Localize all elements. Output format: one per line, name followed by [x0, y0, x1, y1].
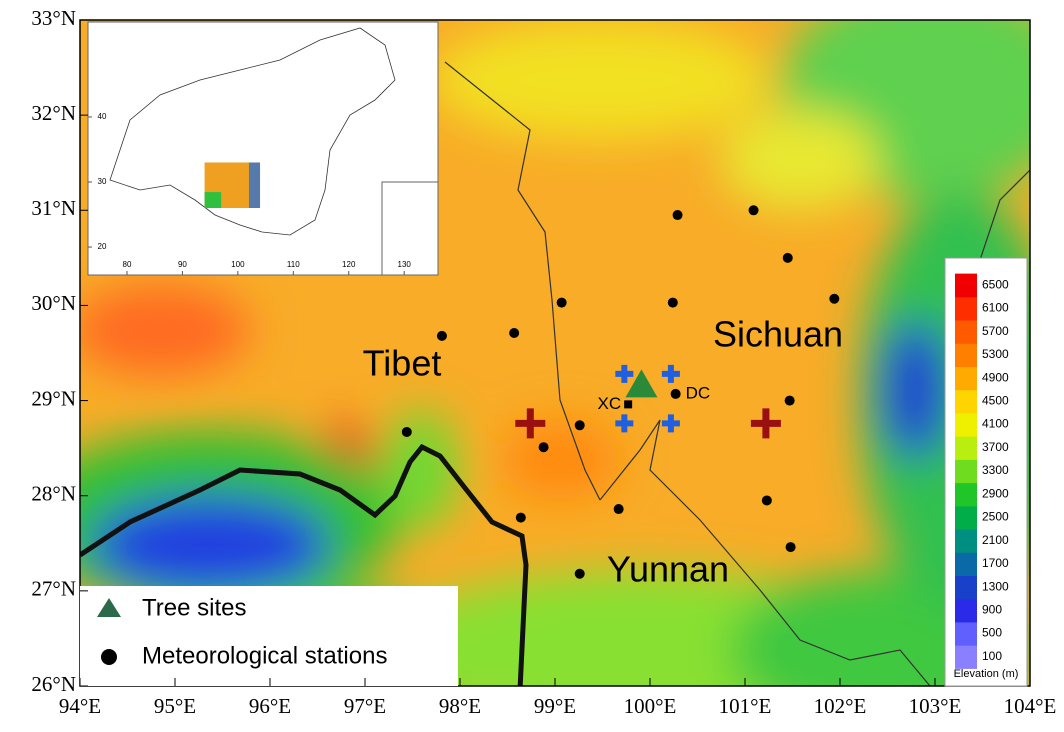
colorbar-tick-label: 5700 [982, 324, 1009, 338]
map-figure: 94°E 95°E 96°E 97°E 98°E 99°E 100°E 101°E 102°E 1… [0, 0, 1064, 727]
station [749, 205, 759, 215]
colorbar-tick-label: 2500 [982, 510, 1009, 524]
x-tick-label: 102°E [814, 694, 867, 718]
colorbar-tick-label: 6100 [982, 301, 1009, 315]
colorbar-segment [955, 506, 977, 530]
inset-x-tick-label: 90 [178, 260, 187, 269]
colorbar-tick-label: 4100 [982, 417, 1009, 431]
y-tick-label: 26°N [31, 672, 76, 696]
station [539, 442, 549, 452]
inset-x-tick-label: 130 [398, 260, 412, 269]
colorbar-tick-label: 2900 [982, 486, 1009, 500]
station [509, 328, 519, 338]
inset-study-area-green [205, 192, 222, 208]
colorbar-tick-label: 2100 [982, 533, 1009, 547]
y-tick-label: 29°N [31, 386, 76, 410]
legend-dot [101, 649, 117, 665]
x-tick-label: 100°E [624, 694, 677, 718]
colorbar-segment [955, 552, 977, 576]
inset-study-area-east [249, 162, 260, 208]
colorbar-segment [955, 529, 977, 553]
x-tick-label: 104°E [1004, 694, 1057, 718]
colorbar-tick-label: 3700 [982, 440, 1009, 454]
inset-x-tick-label: 100 [231, 260, 245, 269]
page: 94°E 95°E 96°E 97°E 98°E 99°E 100°E 101°E 102°E 1… [0, 0, 1064, 732]
y-tick-label: 33°N [31, 6, 76, 30]
inset-y-tick-label: 20 [98, 242, 107, 251]
region-label: Yunnan [607, 549, 729, 590]
colorbar-segment [955, 297, 977, 321]
station [575, 420, 585, 430]
inset-x-tick-label: 120 [342, 260, 356, 269]
colorbar-segment [955, 483, 977, 507]
colorbar-label: Elevation (m) [954, 668, 1019, 680]
x-tick-label: 98°E [439, 694, 481, 718]
station [783, 253, 793, 263]
y-tick-label: 31°N [31, 196, 76, 220]
colorbar-segment [955, 436, 977, 460]
colorbar-segment [955, 459, 977, 483]
colorbar-segment [955, 320, 977, 344]
region-label: Sichuan [713, 314, 843, 355]
x-tick-label: 101°E [719, 694, 772, 718]
colorbar-tick-label: 4900 [982, 370, 1009, 384]
colorbar-tick-label: 3300 [982, 463, 1009, 477]
colorbar-tick-label: 6500 [982, 277, 1009, 291]
colorbar-segment [955, 576, 977, 600]
xc-site [624, 400, 632, 408]
y-tick-label: 27°N [31, 577, 76, 601]
station [402, 427, 412, 437]
y-tick-label: 28°N [31, 482, 76, 506]
station [762, 495, 772, 505]
colorbar-tick-label: 100 [982, 649, 1002, 663]
station [673, 210, 683, 220]
colorbar-segment [955, 390, 977, 414]
colorbar-segment [955, 599, 977, 623]
xc-label: XC [598, 394, 622, 413]
station [557, 298, 567, 308]
station [575, 569, 585, 579]
y-tick-label: 30°N [31, 291, 76, 315]
station-label: DC [686, 383, 711, 402]
colorbar-tick-label: 500 [982, 626, 1002, 640]
x-tick-label: 99°E [534, 694, 576, 718]
colorbar-tick-label: 1300 [982, 579, 1009, 593]
x-tick-label: 103°E [909, 694, 962, 718]
colorbar-tick-label: 1700 [982, 556, 1009, 570]
colorbar-tick-label: 5300 [982, 347, 1009, 361]
station [785, 396, 795, 406]
x-tick-label: 94°E [59, 694, 101, 718]
colorbar-segment [955, 343, 977, 367]
station [786, 542, 796, 552]
inset-x-tick-label: 110 [287, 260, 300, 269]
legend-label: Meteorological stations [142, 642, 387, 669]
y-tick-label: 32°N [31, 101, 76, 125]
colorbar-segment [955, 274, 977, 298]
colorbar-segment [955, 645, 977, 669]
inset-x-tick-label: 80 [123, 260, 132, 269]
legend-box [80, 586, 458, 686]
inset-y-tick-label: 30 [98, 177, 107, 186]
x-tick-label: 97°E [344, 694, 386, 718]
legend-label: Tree sites [142, 594, 246, 621]
station [671, 389, 681, 399]
station [668, 298, 678, 308]
x-tick-label: 96°E [249, 694, 291, 718]
station [516, 513, 526, 523]
region-label: Tibet [363, 343, 442, 384]
station [614, 504, 624, 514]
station [437, 331, 447, 341]
x-tick-label: 95°E [154, 694, 196, 718]
colorbar-tick-label: 900 [982, 603, 1002, 617]
colorbar-segment [955, 622, 977, 646]
colorbar-segment [955, 367, 977, 391]
station [829, 294, 839, 304]
colorbar-tick-label: 4500 [982, 394, 1009, 408]
inset-y-tick-label: 40 [98, 112, 107, 121]
colorbar-segment [955, 413, 977, 437]
